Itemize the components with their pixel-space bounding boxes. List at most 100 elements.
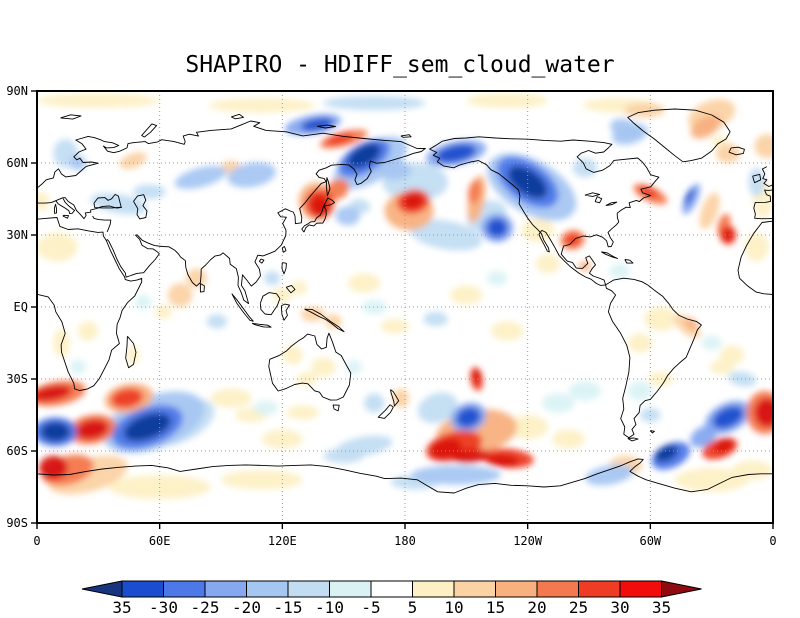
- lon-tick-label: 60W: [639, 534, 661, 548]
- lon-tick-label: 120W: [513, 534, 543, 548]
- coastline-path: [60, 114, 82, 120]
- anomaly-blob: [77, 321, 99, 341]
- anomaly-blob: [623, 103, 665, 118]
- anomaly-blob: [728, 371, 757, 387]
- anomaly-blob: [627, 333, 653, 353]
- coastline-path: [37, 458, 773, 494]
- coastline-path: [37, 197, 122, 220]
- anomaly-blob: [126, 345, 140, 365]
- colorbar-label: -20: [232, 598, 261, 617]
- anomaly-blob: [429, 438, 462, 459]
- anomaly-blob: [417, 392, 458, 424]
- anomaly-blob: [648, 371, 673, 387]
- coastline-path: [231, 293, 254, 322]
- anomaly-blob: [552, 429, 585, 449]
- coastline-path: [429, 136, 660, 286]
- coastline-path: [285, 284, 296, 294]
- coastline-path: [627, 108, 731, 163]
- anomaly-blob: [208, 98, 316, 113]
- anomaly-blob: [221, 470, 303, 490]
- anomaly-blob: [110, 388, 144, 409]
- anomaly-blob: [76, 419, 109, 440]
- coastline-path: [301, 197, 335, 233]
- anomaly-blob: [732, 460, 773, 480]
- coastline-path: [125, 336, 137, 369]
- coastline-path: [259, 292, 281, 316]
- anomaly-blob: [90, 193, 148, 215]
- colorbar-box: [204, 580, 247, 598]
- colorbar-label: -5: [361, 598, 380, 617]
- anomaly-blob: [655, 445, 679, 462]
- anomaly-blob: [714, 439, 734, 453]
- coastline-path: [377, 404, 394, 419]
- anomaly-blob: [568, 381, 602, 401]
- anomaly-blob: [754, 398, 773, 427]
- anomaly-blob: [167, 283, 193, 307]
- anomaly-blob: [719, 345, 745, 365]
- anomaly-blob: [403, 194, 424, 209]
- anomaly-blob: [323, 95, 426, 111]
- coastline-path: [281, 245, 287, 253]
- lon-tick-label: 60E: [149, 534, 171, 548]
- coastline-path: [649, 430, 655, 434]
- colorbar-label: -10: [315, 598, 344, 617]
- anomaly-blob: [468, 179, 481, 204]
- colorbar-label: 30: [610, 598, 629, 617]
- coastline-path: [268, 332, 352, 401]
- anomaly-blob: [290, 280, 307, 295]
- anomaly-blob: [541, 393, 575, 413]
- coastlines: [37, 108, 773, 494]
- colorbar-box: [246, 580, 289, 598]
- coastline-path: [53, 203, 58, 214]
- colorbar-left-arrow: [81, 580, 123, 598]
- anomaly-blob: [508, 165, 548, 199]
- lat-tick-label: 90S: [6, 516, 28, 530]
- coastline-path: [141, 123, 158, 138]
- anomaly-blob: [565, 233, 580, 246]
- anomaly-blob: [423, 311, 448, 327]
- anomaly-blob: [362, 299, 387, 315]
- anomaly-blob: [347, 143, 381, 169]
- lat-tick-label: 60S: [6, 444, 28, 458]
- anomaly-blob: [69, 359, 87, 375]
- lon-tick-label: 120E: [268, 534, 297, 548]
- coastline-path: [390, 389, 400, 407]
- anomaly-blob: [411, 465, 502, 485]
- anomaly-blob: [123, 412, 171, 442]
- anomaly-blob: [282, 345, 303, 365]
- anomaly-blob: [325, 314, 342, 329]
- anomaly-blob: [709, 359, 735, 375]
- coastline-path: [258, 258, 265, 264]
- anomaly-blob: [627, 381, 653, 401]
- coastline-path: [199, 283, 205, 293]
- plot-title: SHAPIRO - HDIFF_sem_cloud_water: [185, 52, 615, 78]
- anomaly-blob: [323, 448, 365, 463]
- anomaly-blob: [37, 191, 50, 211]
- coastline-path: [627, 437, 639, 442]
- colorbar-label: -30: [149, 598, 178, 617]
- anomaly-blob: [310, 195, 330, 217]
- anomaly-blob: [466, 93, 549, 108]
- lat-tick-label: 30S: [6, 372, 28, 386]
- anomaly-blob: [286, 405, 320, 420]
- anomaly-blob: [744, 232, 769, 262]
- anomaly-blob: [644, 307, 677, 331]
- lat-tick-label: 90N: [6, 84, 28, 98]
- colorbar-label: 35: [652, 598, 671, 617]
- anomaly-blob: [699, 192, 720, 230]
- anomaly-blob: [296, 371, 318, 387]
- anomaly-blob: [174, 165, 227, 189]
- anomaly-blob: [227, 162, 276, 188]
- coastline-path: [753, 189, 773, 220]
- anomaly-blob: [39, 455, 68, 480]
- coastline-path: [304, 308, 345, 333]
- anomaly-blob: [436, 144, 477, 163]
- anomaly-blob: [722, 229, 734, 241]
- anomaly-blob: [456, 407, 481, 428]
- colorbar-label: 15: [486, 598, 505, 617]
- lat-lon-grid: [37, 91, 773, 523]
- colorbar-box: [536, 580, 579, 598]
- colorbar-label: 25: [569, 598, 588, 617]
- coastline-path: [752, 173, 762, 184]
